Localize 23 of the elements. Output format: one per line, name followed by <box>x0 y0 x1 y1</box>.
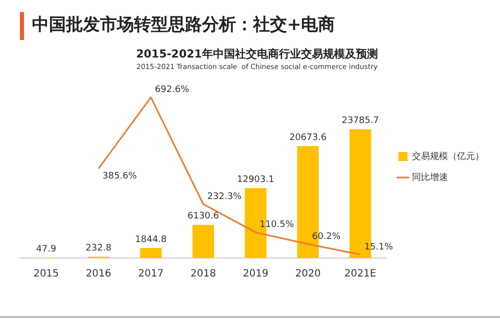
x-tick-label: 2016 <box>86 268 112 280</box>
data-label: 232.3% <box>207 192 242 202</box>
data-label: 47.9 <box>36 244 56 255</box>
data-label: 6130.6 <box>188 212 220 222</box>
legend-label: 交易规模（亿元） <box>412 150 484 162</box>
x-tick-label: 2018 <box>190 268 216 280</box>
x-tick-label: 2015 <box>33 268 59 280</box>
data-label: 20673.6 <box>289 132 327 143</box>
data-label: 1844.8 <box>135 234 167 245</box>
bar <box>192 224 214 258</box>
data-label: 385.6% <box>102 171 138 182</box>
data-label: 12903.1 <box>237 174 274 185</box>
x-tick-label: 2021E <box>344 268 376 280</box>
chart-subtitle: 2015-2021年中国社交电商行业交易规模及预测 <box>136 47 378 60</box>
x-tick-label: 2020 <box>295 268 321 280</box>
x-tick-label: 2017 <box>138 268 164 280</box>
legend-label: 同比增速 <box>412 172 448 183</box>
x-tick-label: 2019 <box>242 268 268 280</box>
data-label: 692.6% <box>154 85 190 96</box>
data-label: 23785.7 <box>342 116 379 126</box>
chart-title: 中国批发市场转型思路分析：社交+电商 <box>32 14 336 36</box>
data-label: 232.8 <box>86 244 112 254</box>
bar <box>140 248 162 258</box>
